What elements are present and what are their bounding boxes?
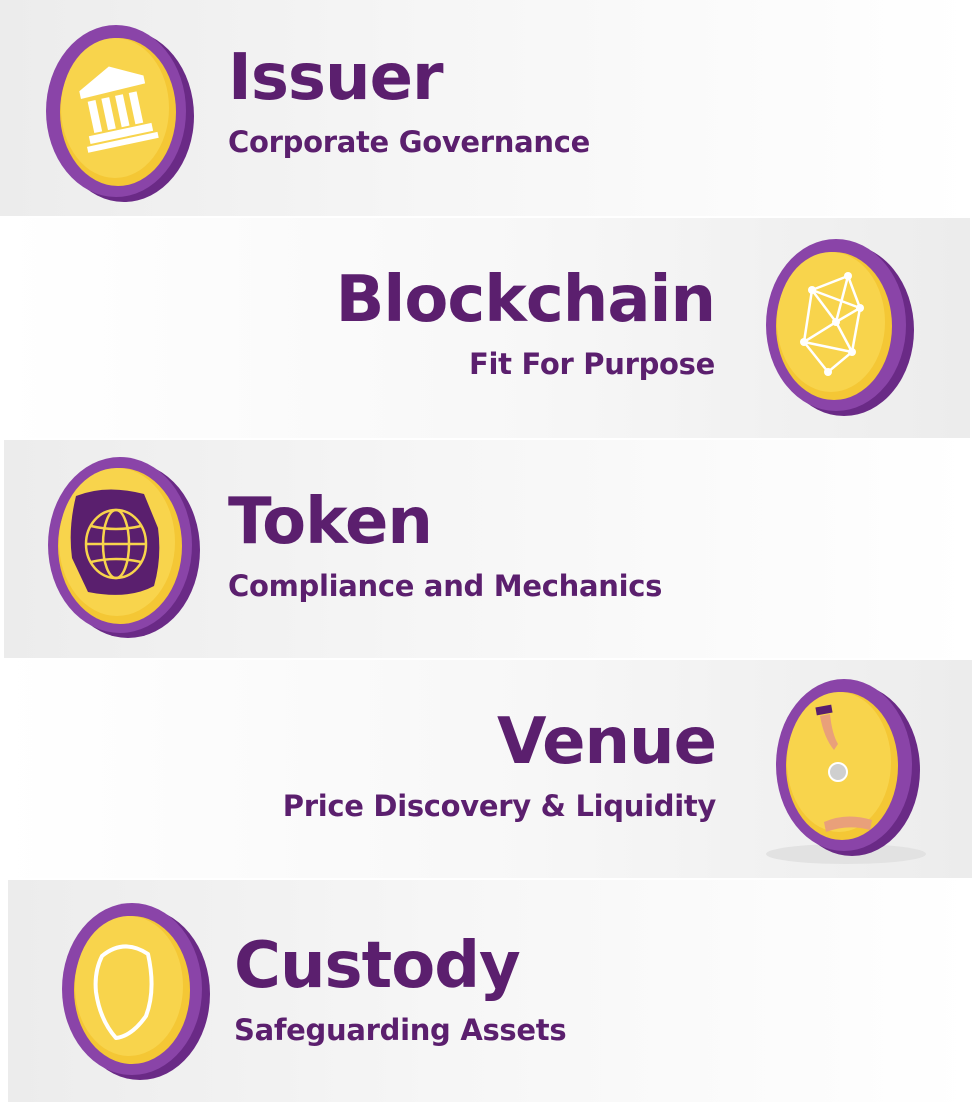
shield-icon: [93, 944, 154, 1040]
venue-coin: [760, 672, 932, 868]
token-title: Token: [228, 485, 433, 559]
issuer-subtitle: Corporate Governance: [228, 125, 591, 159]
blockchain-row: Blockchain Fit For Purpose: [4, 218, 970, 438]
venue-text: Venue Price Discovery & Liquidity: [282, 705, 717, 823]
issuer-coin: [38, 18, 198, 204]
globe-icon: [84, 508, 148, 580]
token-coin: [36, 448, 206, 644]
venue-row: Venue Price Discovery & Liquidity: [0, 660, 972, 878]
network-nodes-icon: [800, 272, 864, 376]
token-row: Token Compliance and Mechanics: [4, 440, 970, 658]
issuer-text: Issuer Corporate Governance: [228, 46, 590, 157]
hand-coin-exchange-icon: [815, 704, 872, 832]
blockchain-coin: [752, 230, 922, 420]
blockchain-title: Blockchain: [335, 263, 716, 337]
token-text: Token Compliance and Mechanics: [228, 490, 662, 601]
custody-coin: [52, 894, 214, 1084]
issuer-row: Issuer Corporate Governance: [0, 0, 972, 216]
blockchain-subtitle: Fit For Purpose: [469, 347, 715, 381]
issuer-title: Issuer: [228, 41, 444, 115]
custody-subtitle: Safeguarding Assets: [234, 1013, 567, 1047]
custody-title: Custody: [234, 929, 521, 1003]
venue-title: Venue: [497, 705, 717, 779]
bank-building-icon: [79, 66, 159, 153]
custody-text: Custody Safeguarding Assets: [234, 929, 567, 1047]
token-subtitle: Compliance and Mechanics: [228, 569, 663, 603]
custody-row: Custody Safeguarding Assets: [8, 880, 972, 1102]
blockchain-text: Blockchain Fit For Purpose: [335, 263, 716, 381]
venue-subtitle: Price Discovery & Liquidity: [282, 789, 717, 823]
